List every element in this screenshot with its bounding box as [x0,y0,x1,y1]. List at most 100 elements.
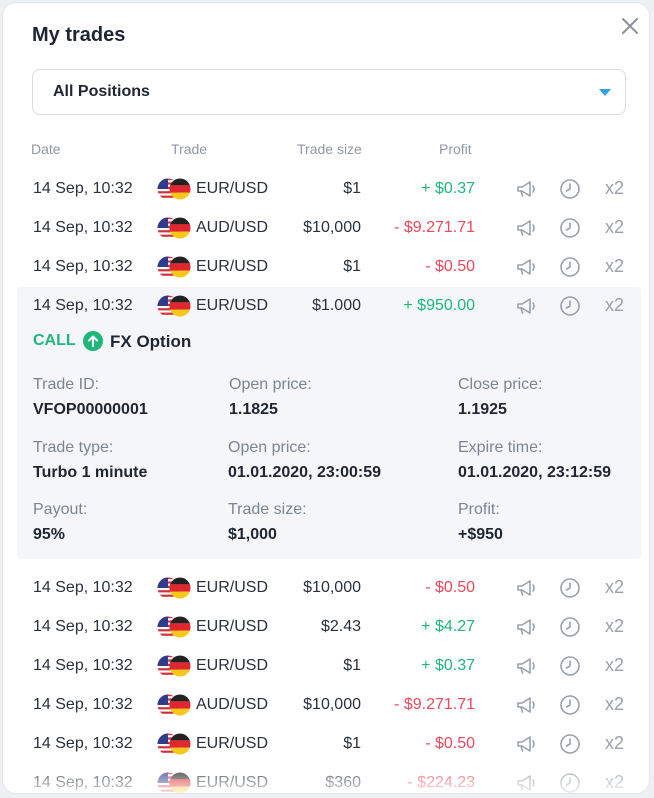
megaphone-icon[interactable] [515,217,537,239]
clock-icon[interactable] [559,616,581,638]
megaphone-icon[interactable] [515,178,537,200]
trade-id-value: VFOP00000001 [33,401,148,418]
trade-pair: EUR/USD [196,297,269,314]
panel-title: My trades [32,24,126,46]
open-time-value: 01.01.2020, 23:00:59 [228,464,382,481]
trade-profit: - $0.50 [425,579,475,596]
clock-icon[interactable] [559,256,581,278]
trade-size: $1 [343,735,361,752]
chevron-down-icon [599,89,611,96]
trade-type-label: Trade type: [33,439,114,456]
trade-date: 14 Sep, 10:32 [33,258,133,275]
column-header-size: Trade size [297,141,362,157]
multiplier-button[interactable]: x2 [605,178,625,198]
multiplier-button[interactable]: x2 [605,295,625,315]
column-header-date: Date [31,141,61,157]
trade-pair: AUD/USD [196,219,269,236]
trade-size: $1 [343,180,361,197]
megaphone-icon[interactable] [515,733,537,755]
trade-row[interactable]: 14 Sep, 10:32 EUR/USD $1.000 + $950.00 x2 [3,287,649,325]
trade-row[interactable]: 14 Sep, 10:32 EUR/USD $10,000 - $0.50 x2 [3,569,649,607]
trade-date: 14 Sep, 10:32 [33,696,133,713]
flag-pair-icon [157,295,191,317]
megaphone-icon[interactable] [515,694,537,716]
trade-pair: AUD/USD [196,696,269,713]
trade-date: 14 Sep, 10:32 [33,618,133,635]
trade-pair: EUR/USD [196,258,269,275]
trade-pair: EUR/USD [196,618,269,635]
trade-date: 14 Sep, 10:32 [33,579,133,596]
trade-date: 14 Sep, 10:32 [33,297,133,314]
clock-icon[interactable] [559,694,581,716]
flag-pair-icon [157,256,191,278]
trade-pair: EUR/USD [196,735,269,752]
trade-size: $1.000 [312,297,361,314]
trade-row[interactable]: 14 Sep, 10:32 EUR/USD $1 - $0.50 x2 [3,248,649,286]
column-header-profit: Profit [439,141,472,157]
expire-time-value: 01.01.2020, 23:12:59 [458,464,612,481]
clock-icon[interactable] [559,178,581,200]
trade-row[interactable]: 14 Sep, 10:32 AUD/USD $10,000 - $9.271.71 x2 [3,209,649,247]
flag-pair-icon [157,694,191,716]
list-fade-overlay [3,759,649,793]
trade-profit: + $0.37 [421,180,475,197]
megaphone-icon[interactable] [515,295,537,317]
clock-icon[interactable] [559,217,581,239]
multiplier-button[interactable]: x2 [605,694,625,714]
multiplier-button[interactable]: x2 [605,577,625,597]
trade-profit: - $0.50 [425,735,475,752]
clock-icon[interactable] [559,655,581,677]
trade-pair: EUR/USD [196,180,269,197]
megaphone-icon[interactable] [515,256,537,278]
trade-size: $1 [343,258,361,275]
multiplier-button[interactable]: x2 [605,655,625,675]
trade-profit: + $4.27 [421,618,475,635]
close-price-label: Close price: [458,376,543,393]
clock-icon[interactable] [559,577,581,599]
trade-profit: - $0.50 [425,258,475,275]
filter-selected-value: All Positions [53,83,150,100]
open-price-label: Open price: [229,376,312,393]
trade-size: $1 [343,657,361,674]
megaphone-icon[interactable] [515,616,537,638]
trade-row[interactable]: 14 Sep, 10:32 EUR/USD $1 + $0.37 x2 [3,647,649,685]
trade-type-value: Turbo 1 minute [33,464,148,481]
trade-size: $10,000 [303,219,361,236]
trade-profit: + $0.37 [421,657,475,674]
multiplier-button[interactable]: x2 [605,217,625,237]
trade-row[interactable]: 14 Sep, 10:32 EUR/USD $1 + $0.37 x2 [3,170,649,208]
positions-filter-select[interactable]: All Positions [32,69,626,115]
clock-icon[interactable] [559,733,581,755]
open-time-label: Open price: [228,439,311,456]
trade-size: $10,000 [303,696,361,713]
trade-row[interactable]: 14 Sep, 10:32 EUR/USD $1 - $0.50 x2 [3,725,649,763]
trade-profit: + $950.00 [403,297,475,314]
trade-size: $2.43 [320,618,361,635]
trade-date: 14 Sep, 10:32 [33,180,133,197]
clock-icon[interactable] [559,295,581,317]
close-price-value: 1.1925 [458,401,507,418]
close-icon[interactable] [619,15,641,37]
trade-row[interactable]: 14 Sep, 10:32 AUD/USD $10,000 - $9.271.71 x2 [3,686,649,724]
trade-date: 14 Sep, 10:32 [33,219,133,236]
trade-row[interactable]: 14 Sep, 10:32 EUR/USD $2.43 + $4.27 x2 [3,608,649,646]
multiplier-button[interactable]: x2 [605,256,625,276]
trade-profit: - $9.271.71 [394,696,475,713]
profit-label: Profit: [458,501,500,518]
trade-id-label: Trade ID: [33,376,100,393]
payout-label: Payout: [33,501,88,518]
trade-details-panel [17,287,641,559]
flag-pair-icon [157,655,191,677]
trade-profit: - $9.271.71 [394,219,475,236]
multiplier-button[interactable]: x2 [605,616,625,636]
payout-value: 95% [33,526,66,543]
trade-size: $10,000 [303,579,361,596]
multiplier-button[interactable]: x2 [605,733,625,753]
profit-value: +$950 [458,526,503,543]
megaphone-icon[interactable] [515,655,537,677]
megaphone-icon[interactable] [515,577,537,599]
arrow-up-icon [83,331,103,351]
column-header-trade: Trade [171,141,208,157]
trade-size-label: Trade size: [228,501,307,518]
